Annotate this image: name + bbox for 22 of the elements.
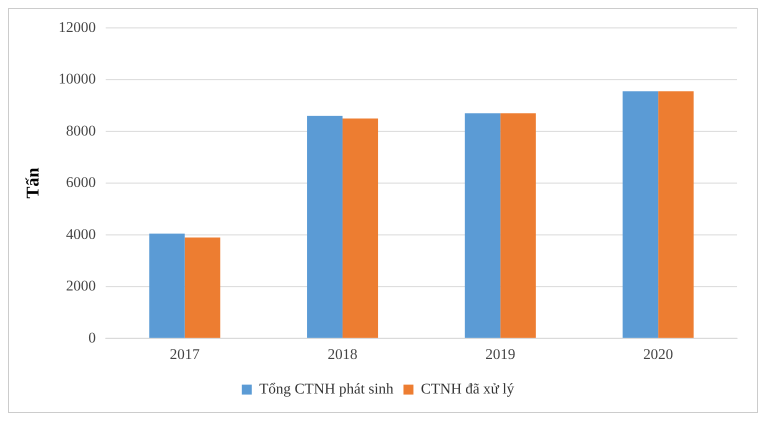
bar (500, 113, 536, 338)
bar (149, 234, 185, 338)
legend-label: Tổng CTNH phát sinh (259, 382, 394, 398)
x-tick-label: 2018 (328, 347, 358, 364)
x-tick-label: 2017 (170, 347, 200, 364)
y-axis-title: Tấn (22, 168, 42, 199)
bar (622, 91, 658, 338)
x-tick-label: 2019 (485, 347, 516, 364)
y-tick-label: 12000 (58, 20, 96, 36)
bar (464, 113, 500, 338)
y-tick-label: 8000 (66, 123, 96, 140)
legend-label: CTNH đã xử lý (420, 382, 515, 398)
bar (184, 237, 220, 338)
y-tick-label: 10000 (58, 72, 96, 88)
y-tick-label: 6000 (66, 175, 96, 192)
x-tick-label: 2020 (643, 347, 674, 364)
y-tick-label: 2000 (66, 278, 96, 295)
bar (342, 118, 378, 338)
y-tick-label: 4000 (66, 226, 96, 243)
bar (307, 116, 343, 338)
bar (658, 91, 694, 338)
y-tick-label: 0 (88, 330, 96, 346)
